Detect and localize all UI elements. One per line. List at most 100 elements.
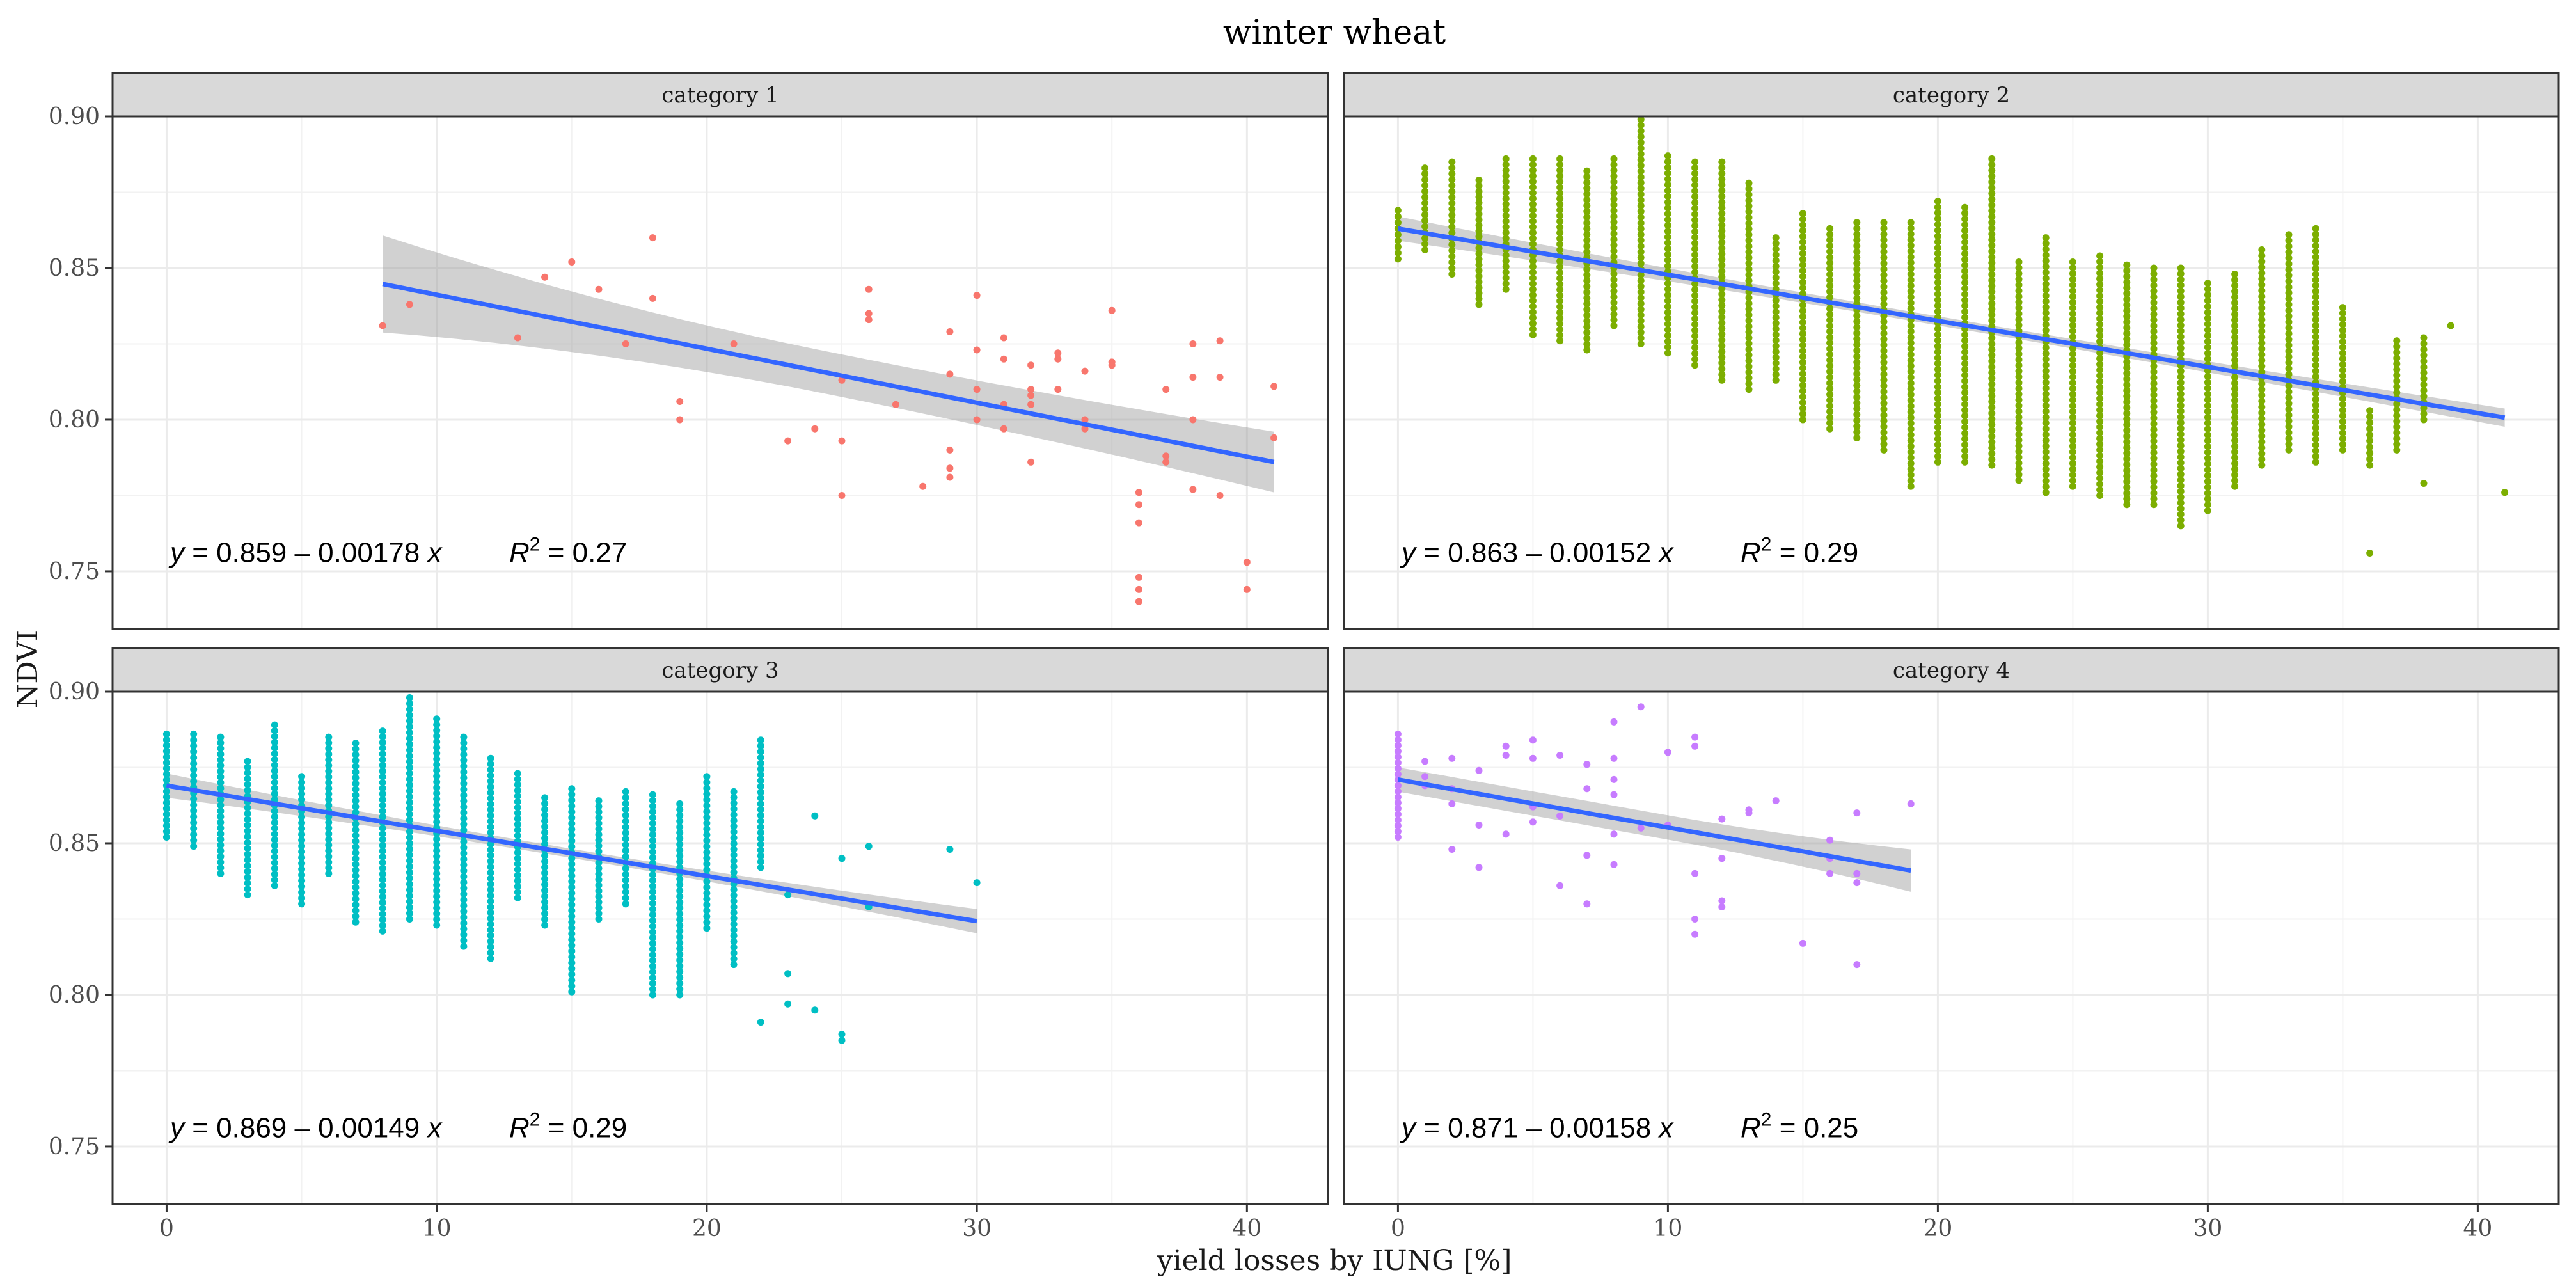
data-point (2204, 379, 2211, 386)
data-point (1880, 365, 1888, 372)
data-point (244, 850, 251, 858)
data-point (1610, 184, 1618, 191)
data-point (1475, 283, 1483, 291)
data-point (2258, 298, 2266, 306)
data-point (2258, 339, 2266, 347)
data-point (2096, 269, 2104, 277)
data-point (2285, 272, 2293, 279)
data-point (162, 776, 170, 784)
data-point (1475, 216, 1483, 223)
data-point (1664, 158, 1671, 166)
data-point (2096, 315, 2104, 322)
data-point (2177, 276, 2185, 283)
data-point (649, 917, 656, 925)
data-point (2339, 304, 2346, 312)
data-point (2204, 425, 2211, 433)
data-point (2150, 391, 2158, 399)
data-point (406, 916, 413, 923)
data-point (1772, 370, 1780, 378)
data-point (730, 938, 738, 945)
data-point (595, 285, 603, 293)
data-point (2339, 377, 2346, 385)
data-point (541, 823, 549, 830)
data-point (2069, 379, 2076, 386)
data-point (676, 962, 684, 970)
data-point (379, 756, 386, 763)
data-point (190, 730, 198, 738)
data-point (2150, 420, 2158, 427)
data-point (1988, 358, 1996, 365)
data-point (1934, 331, 1941, 338)
regression-line (382, 282, 1275, 464)
data-point (1718, 227, 1726, 235)
data-point (541, 881, 549, 889)
data-point (2096, 303, 2104, 311)
data-point (2285, 324, 2293, 331)
data-point (1988, 299, 1996, 307)
data-point (1394, 255, 1402, 263)
data-point (2339, 355, 2346, 363)
data-point (2015, 264, 2023, 271)
data-point (1556, 223, 1564, 231)
data-point (1583, 761, 1591, 768)
data-point (2069, 413, 2076, 421)
data-point (676, 921, 684, 929)
data-point (1027, 392, 1035, 399)
data-point (757, 835, 764, 843)
data-point (2420, 381, 2428, 388)
data-point (1610, 166, 1618, 174)
data-point (460, 809, 468, 816)
data-point (1502, 274, 1510, 282)
data-point (1988, 271, 1996, 278)
data-point (1745, 202, 1753, 210)
data-point (865, 843, 873, 850)
data-point (703, 913, 711, 920)
data-point (2285, 359, 2293, 367)
data-point (487, 795, 494, 802)
data-point (649, 791, 656, 798)
data-point (2096, 440, 2104, 448)
data-point (1799, 393, 1806, 401)
data-point (541, 910, 549, 917)
data-point (1691, 210, 1699, 218)
data-point (2015, 477, 2023, 484)
data-point (595, 836, 603, 844)
data-point (1961, 458, 1969, 466)
data-point (2069, 367, 2076, 375)
data-point (1664, 187, 1671, 194)
data-point (2150, 368, 2158, 376)
data-point (622, 894, 629, 901)
data-point (649, 831, 656, 839)
data-point (244, 885, 251, 893)
data-point (1907, 288, 1915, 295)
data-point (406, 857, 413, 864)
data-point (703, 848, 711, 856)
data-point (1637, 242, 1645, 250)
data-point (298, 773, 306, 781)
data-point (1448, 264, 1456, 272)
data-point (2096, 395, 2104, 402)
data-point (1880, 271, 1888, 279)
data-point (1961, 354, 1969, 361)
data-point (244, 862, 251, 869)
data-point (2069, 344, 2076, 352)
data-point (1853, 382, 1861, 389)
data-point (1826, 402, 1834, 409)
data-point (1907, 293, 1915, 301)
data-point (757, 852, 764, 860)
data-point (1934, 308, 1941, 315)
data-point (1448, 182, 1456, 189)
data-point (2312, 338, 2319, 346)
data-point (1216, 337, 1224, 345)
data-point (1988, 381, 1996, 388)
data-point (406, 875, 413, 882)
data-point (1799, 330, 1806, 338)
data-point (1907, 351, 1915, 358)
data-point (2177, 322, 2185, 329)
data-point (541, 273, 549, 281)
data-point (514, 792, 521, 800)
data-point (1475, 278, 1483, 285)
data-point (1934, 250, 1941, 257)
data-point (865, 316, 873, 324)
data-point (2204, 344, 2211, 351)
